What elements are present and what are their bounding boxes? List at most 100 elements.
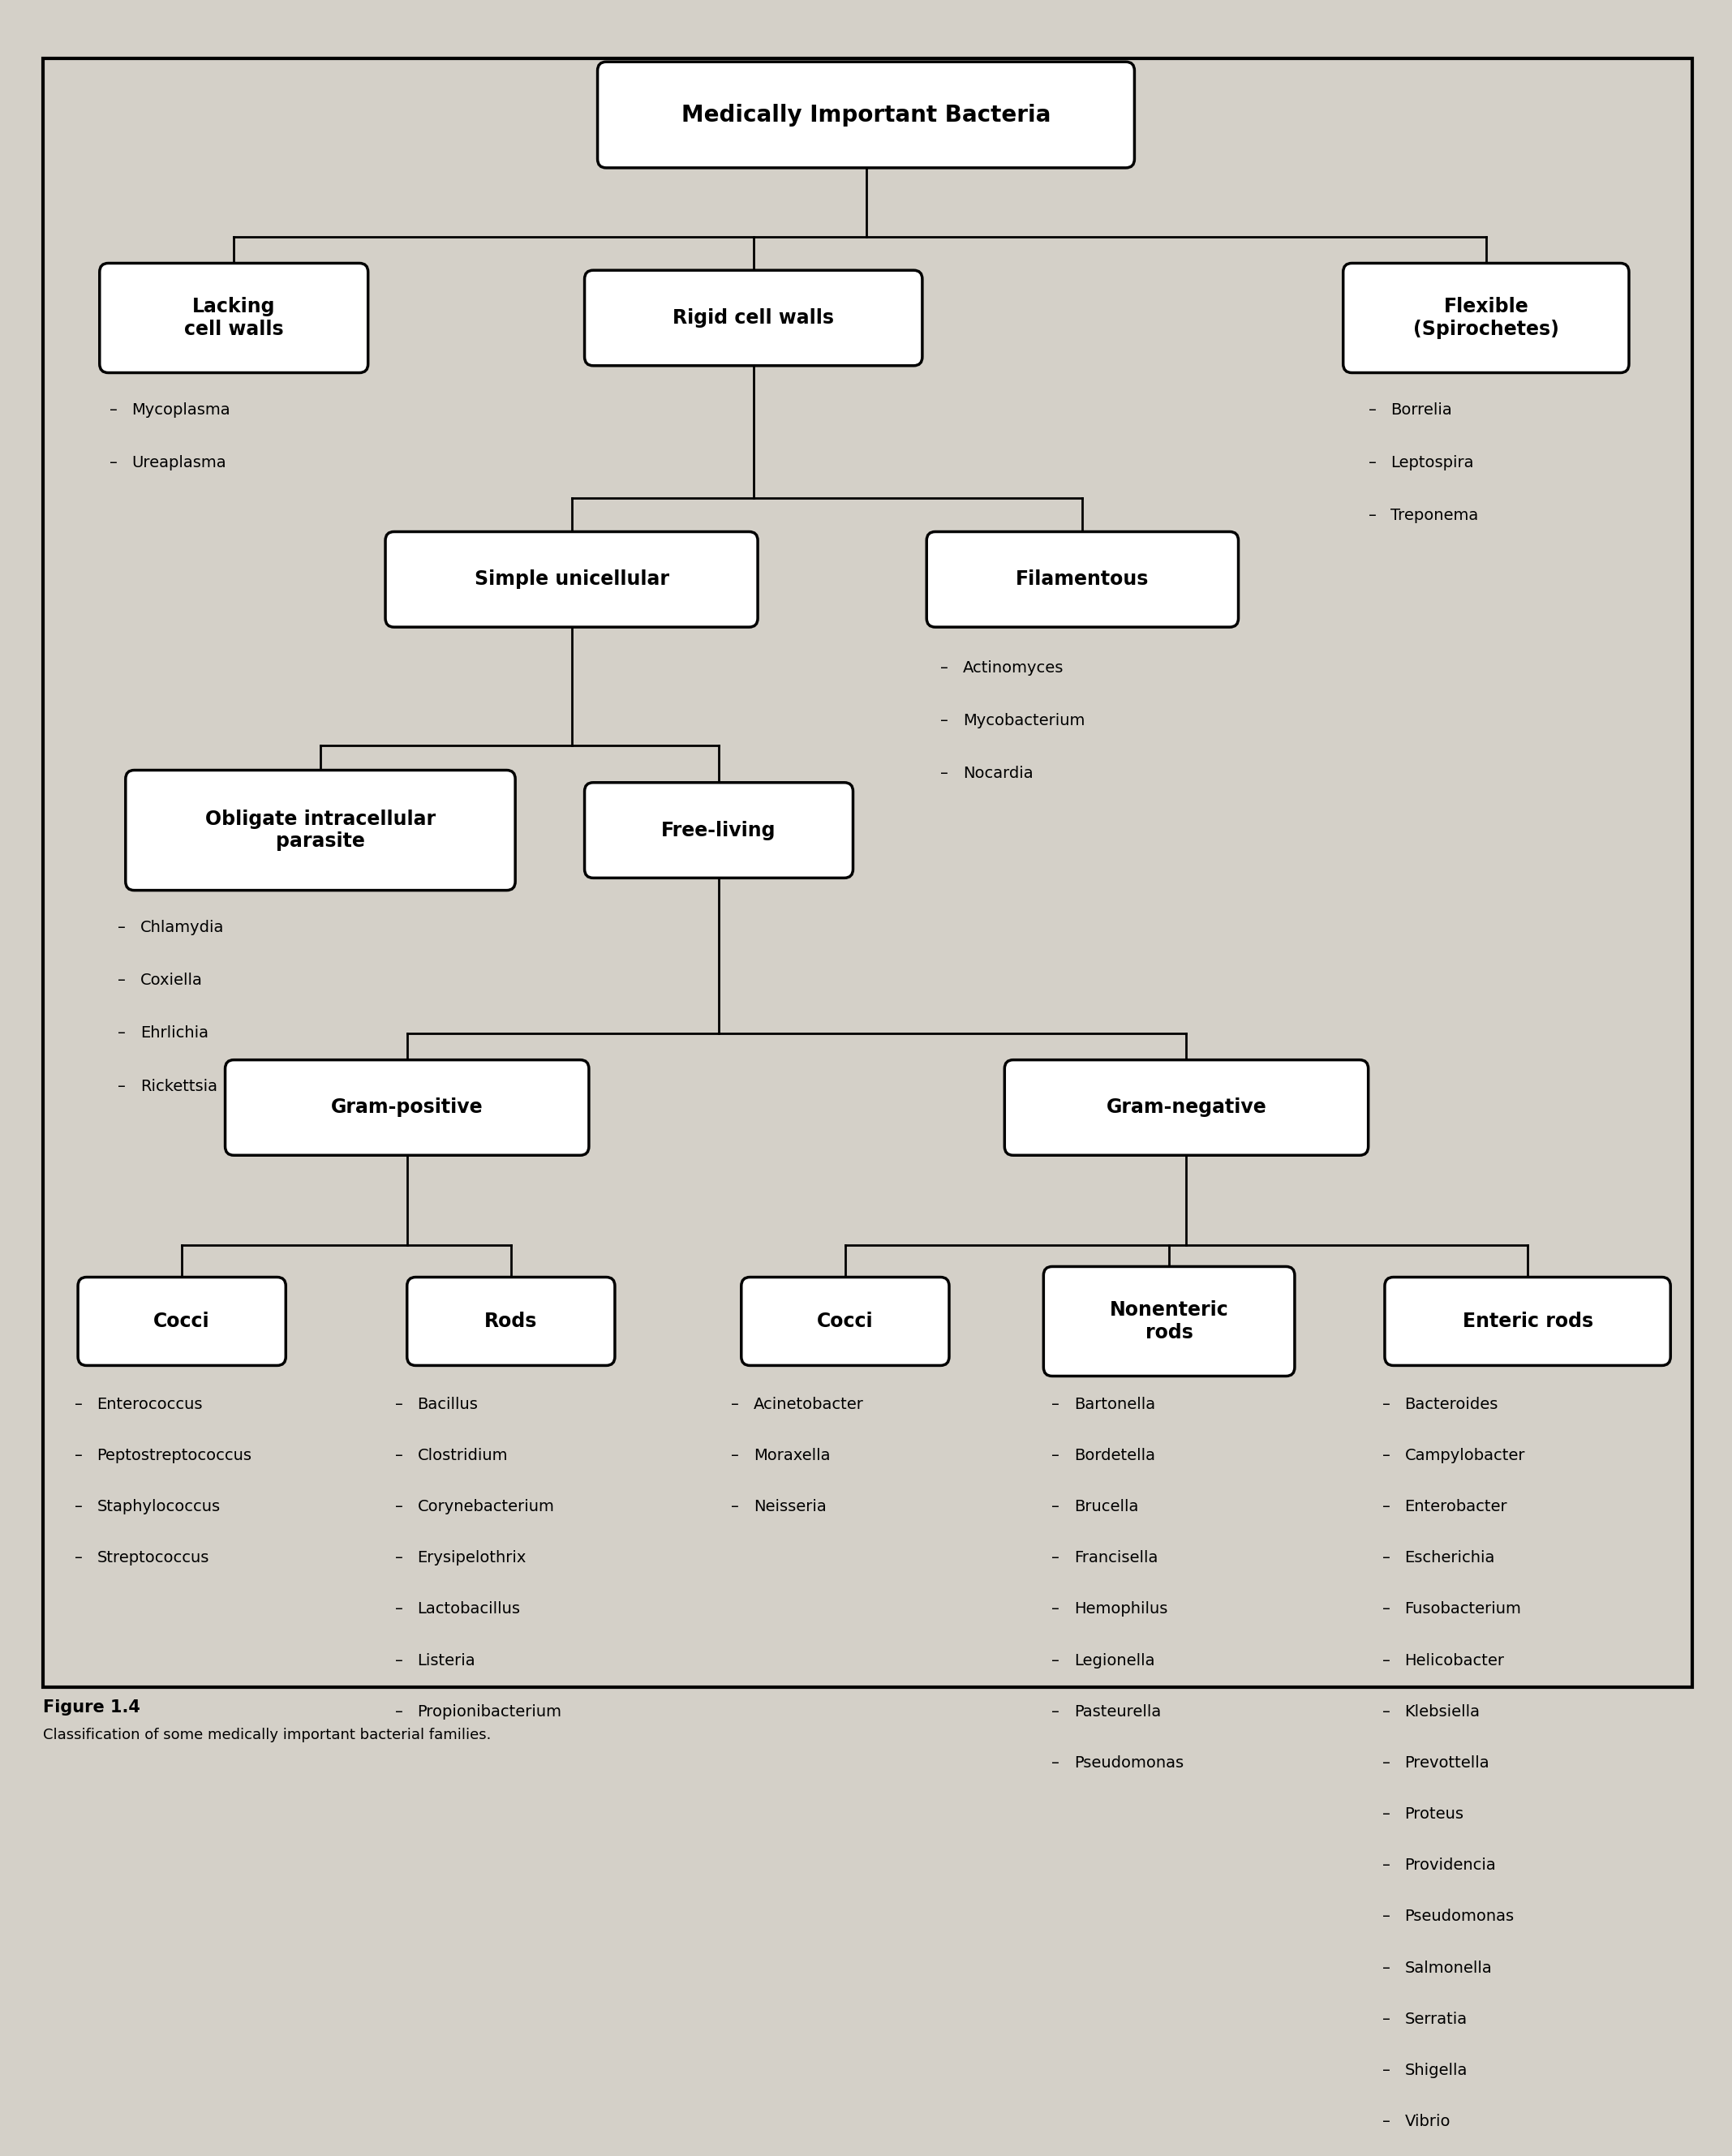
Text: Bordetella: Bordetella <box>1074 1449 1155 1464</box>
FancyBboxPatch shape <box>598 63 1134 168</box>
Text: –: – <box>1382 2063 1391 2078</box>
Text: –: – <box>1382 1703 1391 1720</box>
Text: Streptococcus: Streptococcus <box>97 1550 210 1565</box>
Text: Rigid cell walls: Rigid cell walls <box>672 308 835 328</box>
Text: Flexible
(Spirochetes): Flexible (Spirochetes) <box>1413 298 1559 338</box>
Text: Acinetobacter: Acinetobacter <box>753 1397 864 1412</box>
Text: –: – <box>118 972 126 987</box>
Text: –: – <box>109 455 118 470</box>
Text: Clostridium: Clostridium <box>417 1449 507 1464</box>
FancyBboxPatch shape <box>100 263 369 373</box>
Text: Treponema: Treponema <box>1391 509 1479 524</box>
FancyBboxPatch shape <box>78 1276 286 1365</box>
FancyBboxPatch shape <box>1005 1061 1368 1156</box>
Text: Providencia: Providencia <box>1405 1858 1496 1874</box>
Text: –: – <box>1368 509 1377 524</box>
Text: –: – <box>1051 1654 1060 1669</box>
Text: Legionella: Legionella <box>1074 1654 1155 1669</box>
Text: –: – <box>1368 403 1377 418</box>
Text: –: – <box>395 1654 404 1669</box>
Text: –: – <box>118 1078 126 1093</box>
Text: Enteric rods: Enteric rods <box>1462 1311 1593 1330</box>
Text: Figure 1.4: Figure 1.4 <box>43 1699 140 1716</box>
Text: Bartonella: Bartonella <box>1074 1397 1155 1412</box>
Text: –: – <box>74 1397 83 1412</box>
Text: –: – <box>731 1449 740 1464</box>
Text: Free-living: Free-living <box>662 821 776 841</box>
FancyBboxPatch shape <box>741 1276 949 1365</box>
Text: Nocardia: Nocardia <box>963 765 1034 780</box>
Text: Erysipelothrix: Erysipelothrix <box>417 1550 527 1565</box>
Text: Medically Important Bacteria: Medically Important Bacteria <box>681 103 1051 127</box>
Text: –: – <box>1382 1602 1391 1617</box>
Text: Ureaplasma: Ureaplasma <box>132 455 227 470</box>
Text: Bacteroides: Bacteroides <box>1405 1397 1498 1412</box>
Text: –: – <box>1382 1654 1391 1669</box>
Text: Corynebacterium: Corynebacterium <box>417 1498 554 1514</box>
FancyBboxPatch shape <box>125 770 516 890</box>
Text: –: – <box>731 1498 740 1514</box>
Text: –: – <box>395 1602 404 1617</box>
Text: –: – <box>395 1397 404 1412</box>
FancyBboxPatch shape <box>1344 263 1628 373</box>
Text: Enterobacter: Enterobacter <box>1405 1498 1507 1514</box>
Text: Klebsiella: Klebsiella <box>1405 1703 1481 1720</box>
Text: –: – <box>74 1550 83 1565</box>
FancyBboxPatch shape <box>225 1061 589 1156</box>
Text: Simple unicellular: Simple unicellular <box>475 569 669 589</box>
Text: –: – <box>1382 2113 1391 2130</box>
Text: Staphylococcus: Staphylococcus <box>97 1498 220 1514</box>
Text: Leptospira: Leptospira <box>1391 455 1474 470</box>
Text: Fusobacterium: Fusobacterium <box>1405 1602 1521 1617</box>
Text: Filamentous: Filamentous <box>1017 569 1148 589</box>
Text: Gram-positive: Gram-positive <box>331 1097 483 1117</box>
Text: –: – <box>395 1550 404 1565</box>
FancyBboxPatch shape <box>927 533 1238 627</box>
Text: Cocci: Cocci <box>154 1311 210 1330</box>
Text: –: – <box>1382 1908 1391 1925</box>
Text: –: – <box>1382 1858 1391 1874</box>
Text: Prevottella: Prevottella <box>1405 1755 1490 1770</box>
Text: –: – <box>1382 1807 1391 1822</box>
Text: –: – <box>731 1397 740 1412</box>
Text: –: – <box>1382 2012 1391 2027</box>
Text: Nonenteric
rods: Nonenteric rods <box>1110 1300 1228 1343</box>
Text: –: – <box>940 660 949 675</box>
Text: –: – <box>109 403 118 418</box>
Text: –: – <box>395 1703 404 1720</box>
FancyBboxPatch shape <box>407 1276 615 1365</box>
Text: –: – <box>1051 1550 1060 1565</box>
Text: Hemophilus: Hemophilus <box>1074 1602 1167 1617</box>
Text: Classification of some medically important bacterial families.: Classification of some medically importa… <box>43 1727 492 1742</box>
Text: Borrelia: Borrelia <box>1391 403 1451 418</box>
Text: –: – <box>1051 1602 1060 1617</box>
Text: Obligate intracellular
parasite: Obligate intracellular parasite <box>204 808 436 852</box>
Text: –: – <box>940 714 949 729</box>
FancyBboxPatch shape <box>585 270 921 367</box>
Text: –: – <box>395 1498 404 1514</box>
Text: Actinomyces: Actinomyces <box>963 660 1063 675</box>
Text: –: – <box>1051 1498 1060 1514</box>
FancyBboxPatch shape <box>584 783 852 877</box>
Text: –: – <box>1382 1397 1391 1412</box>
Text: –: – <box>1382 1449 1391 1464</box>
Text: Coxiella: Coxiella <box>140 972 203 987</box>
Text: Shigella: Shigella <box>1405 2063 1467 2078</box>
Text: Ehrlichia: Ehrlichia <box>140 1026 208 1041</box>
Text: –: – <box>1382 1550 1391 1565</box>
Text: Brucella: Brucella <box>1074 1498 1138 1514</box>
Text: Mycoplasma: Mycoplasma <box>132 403 230 418</box>
FancyBboxPatch shape <box>1043 1266 1296 1376</box>
Text: –: – <box>1051 1755 1060 1770</box>
Text: –: – <box>1382 1755 1391 1770</box>
Text: Pasteurella: Pasteurella <box>1074 1703 1160 1720</box>
Text: –: – <box>395 1449 404 1464</box>
Text: –: – <box>940 765 949 780</box>
Text: –: – <box>74 1449 83 1464</box>
Text: Rods: Rods <box>485 1311 537 1330</box>
Text: Neisseria: Neisseria <box>753 1498 826 1514</box>
Text: Bacillus: Bacillus <box>417 1397 478 1412</box>
Text: –: – <box>1051 1449 1060 1464</box>
Text: –: – <box>1382 1498 1391 1514</box>
Text: Cocci: Cocci <box>818 1311 873 1330</box>
